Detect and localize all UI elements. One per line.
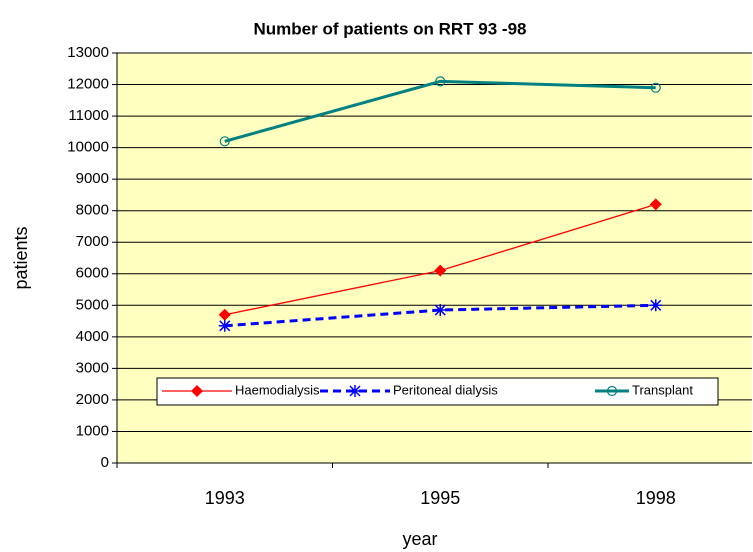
series-line bbox=[224, 79, 656, 143]
data-marker bbox=[434, 304, 447, 317]
y-tick-label: 0 bbox=[101, 454, 109, 471]
data-marker bbox=[435, 76, 446, 87]
legend-label: Peritoneal dialysis bbox=[393, 382, 498, 397]
y-axis-label: patients bbox=[11, 226, 31, 289]
series-line bbox=[224, 303, 656, 328]
y-tick-label: 3000 bbox=[76, 359, 109, 376]
legend-label: Transplant bbox=[632, 382, 693, 397]
y-tick-label: 5000 bbox=[76, 296, 109, 313]
y-tick-label: 13000 bbox=[67, 44, 109, 61]
data-marker bbox=[434, 264, 447, 277]
x-tick-label: 1993 bbox=[205, 488, 245, 508]
y-tick-label: 10000 bbox=[67, 139, 109, 156]
y-tick-label: 7000 bbox=[76, 233, 109, 250]
y-tick-label: 6000 bbox=[76, 265, 109, 282]
legend-marker bbox=[349, 385, 361, 397]
data-marker bbox=[219, 136, 230, 147]
y-tick-label: 11000 bbox=[68, 107, 109, 124]
legend-marker bbox=[191, 385, 203, 397]
data-marker bbox=[218, 308, 231, 321]
legend-marker bbox=[606, 385, 618, 397]
x-tick-label: 1998 bbox=[636, 488, 676, 508]
chart-title: Number of patients on RRT 93 -98 bbox=[254, 19, 527, 38]
data-marker bbox=[650, 82, 661, 93]
y-tick-label: 12000 bbox=[67, 76, 109, 93]
y-tick-label: 4000 bbox=[76, 328, 109, 345]
data-marker bbox=[218, 319, 231, 332]
data-marker bbox=[649, 299, 662, 312]
data-marker bbox=[649, 198, 662, 211]
y-tick-label: 1000 bbox=[76, 422, 109, 439]
x-axis-label: year bbox=[402, 529, 437, 549]
y-tick-label: 2000 bbox=[76, 391, 109, 408]
y-tick-label: 8000 bbox=[76, 202, 109, 219]
x-tick-label: 1995 bbox=[420, 488, 460, 508]
y-tick-label: 9000 bbox=[76, 170, 109, 187]
legend-label: Haemodialysis bbox=[235, 382, 320, 397]
